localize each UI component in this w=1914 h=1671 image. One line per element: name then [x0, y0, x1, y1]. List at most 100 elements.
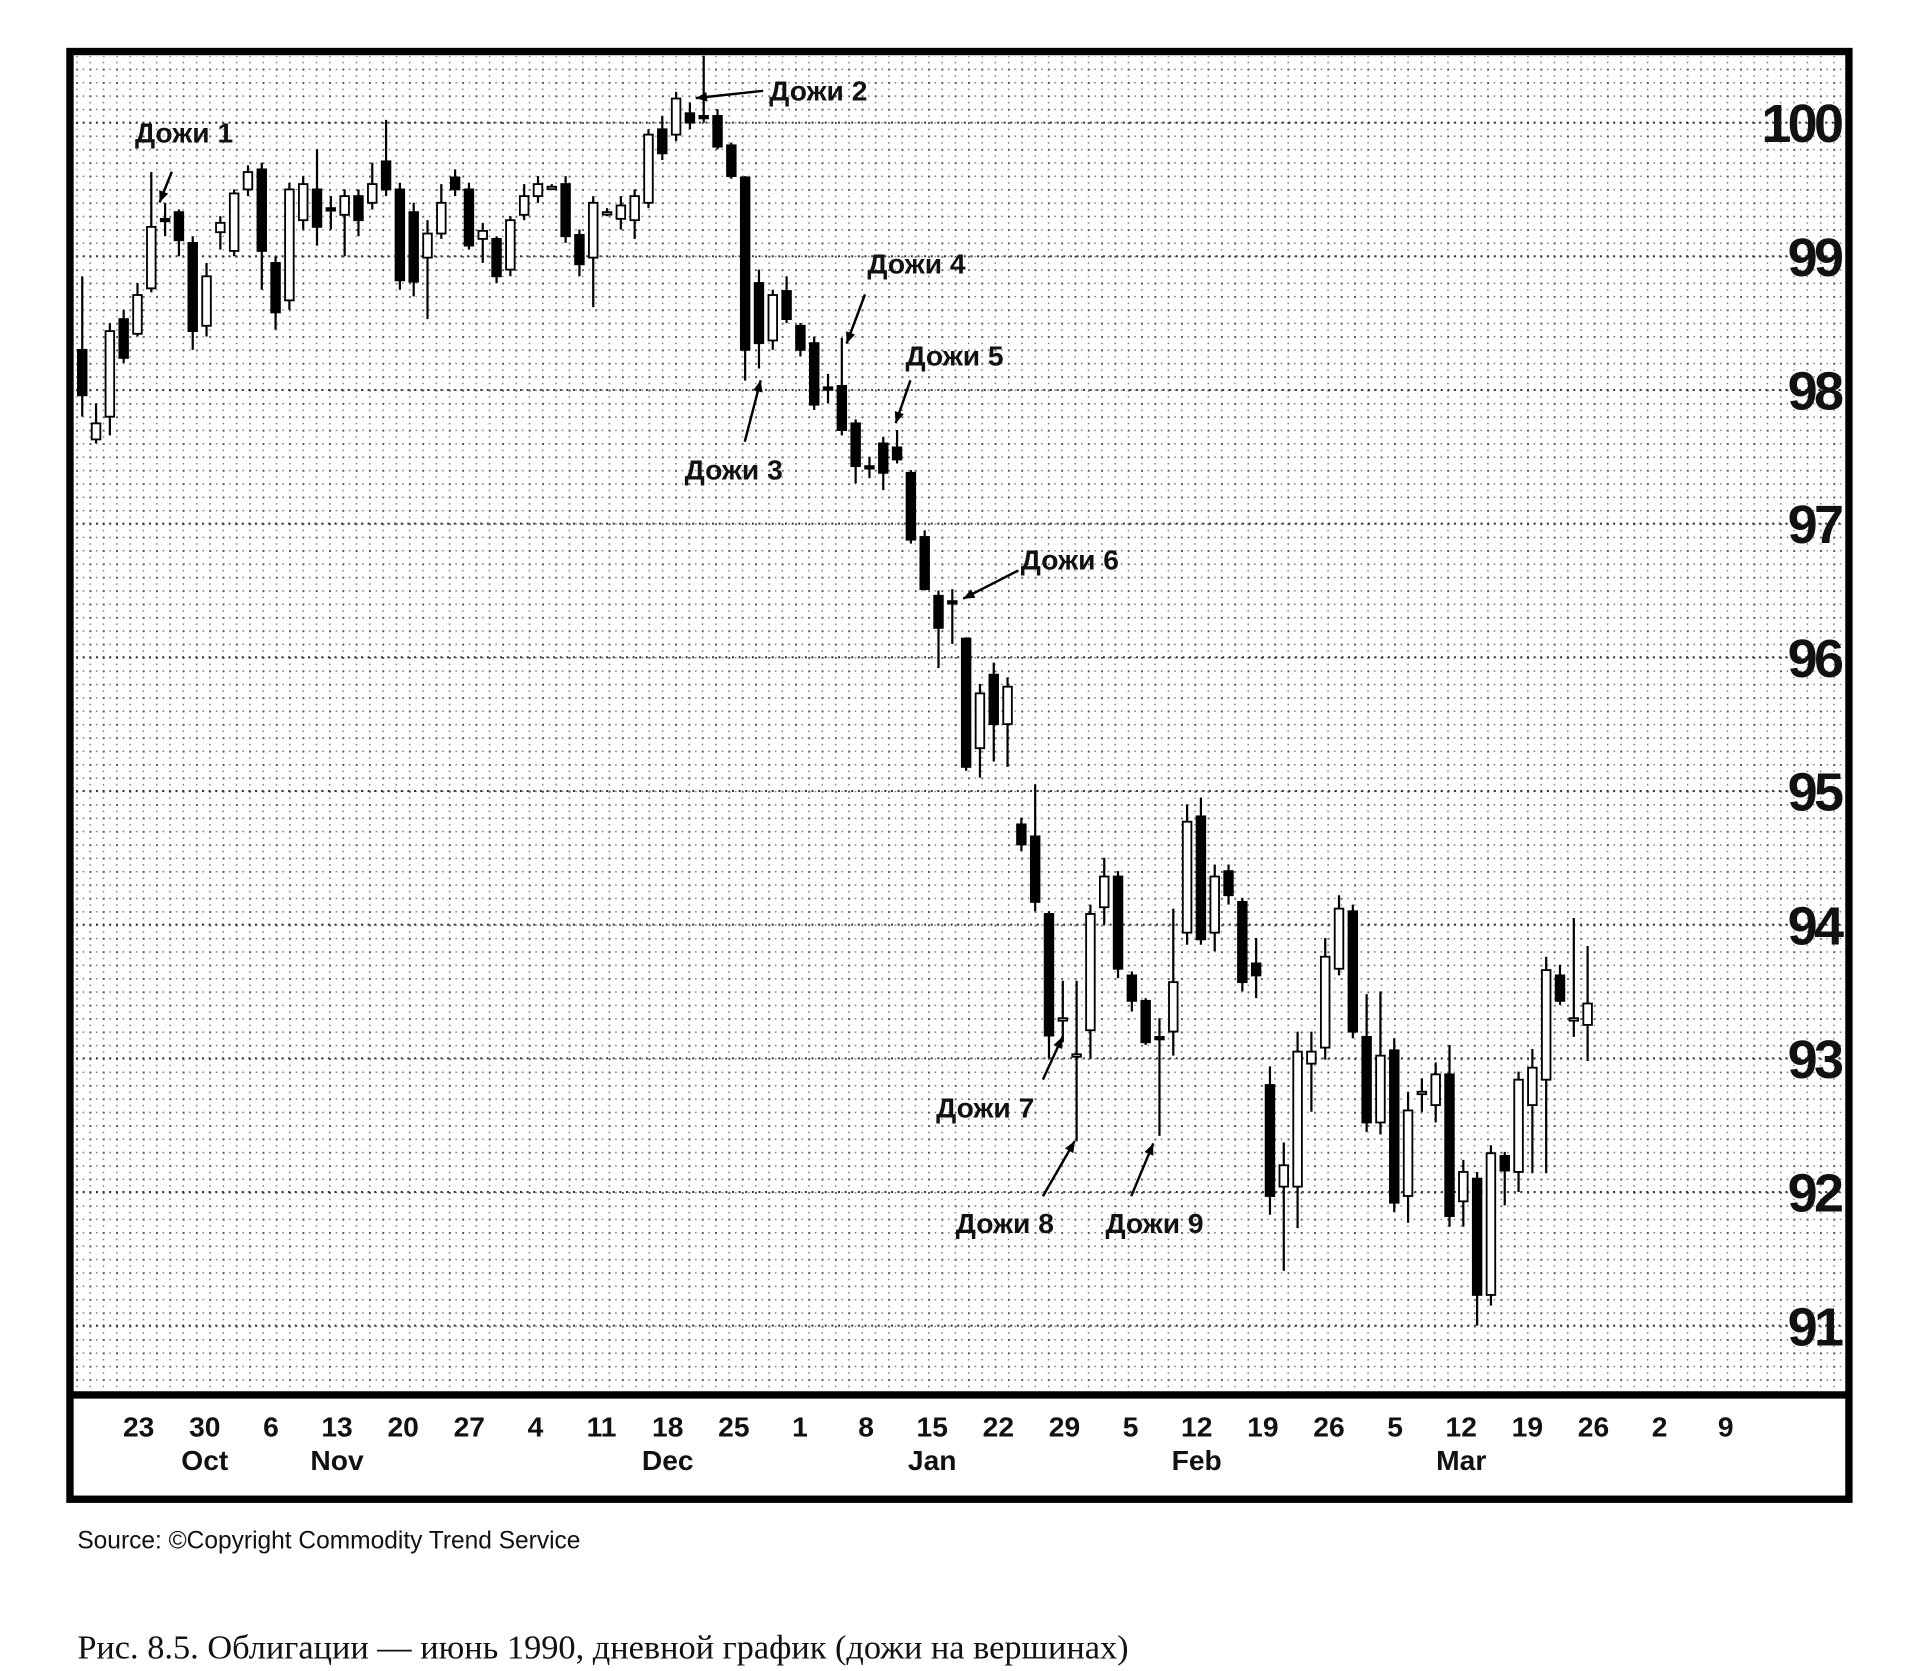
candle-body — [284, 188, 295, 302]
candle-body — [919, 536, 930, 591]
x-tick-label: 22 — [983, 1411, 1014, 1443]
candle-body — [822, 386, 834, 391]
candle-body — [1140, 999, 1151, 1044]
x-tick-label: 9 — [1718, 1411, 1734, 1443]
y-tick-label: 98 — [1788, 362, 1843, 422]
candle-body — [891, 446, 903, 461]
candle-body — [864, 465, 875, 470]
candle-body — [1471, 1177, 1483, 1296]
candle-body — [1361, 1036, 1372, 1124]
candle-body — [1540, 969, 1552, 1081]
candle-body — [1099, 875, 1110, 909]
candle-body — [726, 144, 737, 177]
candle-body — [1029, 835, 1041, 903]
y-tick-label: 99 — [1788, 228, 1843, 288]
annotation: Дожи 9 — [1105, 1207, 1203, 1239]
candle-body — [643, 133, 654, 204]
x-tick-label: 12 — [1181, 1411, 1212, 1443]
arrow-head — [159, 190, 169, 203]
candle-body — [422, 232, 433, 259]
x-month-label: Jan — [908, 1444, 957, 1476]
candle-body — [463, 188, 475, 247]
candle-body — [339, 195, 350, 216]
candle-body — [753, 282, 765, 345]
x-tick-label: 8 — [858, 1411, 874, 1443]
candle-body — [657, 128, 668, 155]
candle-body — [132, 294, 143, 335]
candle-body — [1264, 1084, 1276, 1197]
candle-body — [1306, 1050, 1317, 1065]
candle-body — [1181, 820, 1193, 934]
candle-body — [1043, 913, 1055, 1037]
candle-body — [1168, 981, 1179, 1033]
y-tick-label: 94 — [1788, 896, 1844, 956]
arrow-head — [963, 589, 976, 599]
candle-body — [1402, 1109, 1414, 1197]
annotation: Дожи 1 — [135, 116, 233, 148]
arrow-head — [894, 411, 904, 424]
candle-body — [1126, 974, 1138, 1002]
candle-body — [1112, 875, 1124, 970]
x-tick-label: 1 — [792, 1411, 808, 1443]
candle-body — [394, 188, 406, 282]
x-tick-label: 26 — [1578, 1411, 1609, 1443]
candle-body — [1416, 1090, 1428, 1096]
candle-body — [118, 318, 129, 359]
candle-body — [1085, 913, 1096, 1032]
candle-body — [1057, 1017, 1069, 1022]
x-month-label: Mar — [1436, 1444, 1486, 1476]
candle-body — [1389, 1049, 1400, 1204]
candle-body — [1071, 1053, 1082, 1058]
candle-body — [201, 275, 212, 327]
candle-body — [518, 195, 530, 216]
annotation: Дожи 6 — [1021, 543, 1119, 575]
candle-body — [1430, 1073, 1441, 1107]
x-month-label: Feb — [1172, 1444, 1222, 1476]
candle-body — [974, 692, 986, 750]
candle-body — [408, 211, 419, 283]
candle-body — [712, 114, 723, 148]
candle-body — [1333, 907, 1345, 970]
x-tick-label: 2 — [1652, 1411, 1668, 1443]
candle-body — [146, 225, 157, 290]
candle-body — [1319, 955, 1331, 1049]
candle-body — [878, 442, 889, 474]
candle-body — [1554, 974, 1566, 1002]
candle-body — [1375, 1054, 1386, 1124]
dot-grid — [76, 56, 1843, 1392]
x-tick-label: 29 — [1049, 1411, 1080, 1443]
candle-body — [947, 600, 958, 605]
candle-body — [215, 221, 226, 234]
candle-body — [297, 183, 309, 222]
candle-body — [836, 385, 848, 431]
candle-body — [1444, 1073, 1455, 1217]
y-tick-label: 91 — [1788, 1297, 1843, 1357]
annotation-arrow — [695, 89, 764, 100]
x-tick-label: 11 — [587, 1411, 617, 1443]
candle-body — [1292, 1050, 1303, 1188]
candle-body — [1278, 1164, 1289, 1188]
candle-body — [601, 211, 613, 216]
x-tick-label: 6 — [263, 1411, 279, 1443]
annotation: Дожи 8 — [956, 1207, 1054, 1239]
candle-body — [159, 217, 171, 223]
candle-body — [795, 324, 806, 351]
x-tick-label: 19 — [1512, 1411, 1543, 1443]
candle-body — [629, 195, 640, 222]
candle-body — [1499, 1154, 1510, 1172]
candle-body — [1347, 910, 1359, 1033]
candle-body — [77, 348, 88, 397]
y-tick-label: 95 — [1788, 763, 1843, 823]
x-tick-label: 23 — [123, 1411, 154, 1443]
x-month-label: Oct — [181, 1444, 229, 1476]
y-tick-label: 96 — [1788, 629, 1843, 689]
candle-body — [491, 237, 502, 278]
candle-body — [90, 422, 102, 441]
candle-body — [988, 673, 999, 726]
candle-body — [615, 204, 627, 220]
candle-body — [1237, 900, 1248, 984]
annotation: Дожи 5 — [905, 340, 1003, 372]
